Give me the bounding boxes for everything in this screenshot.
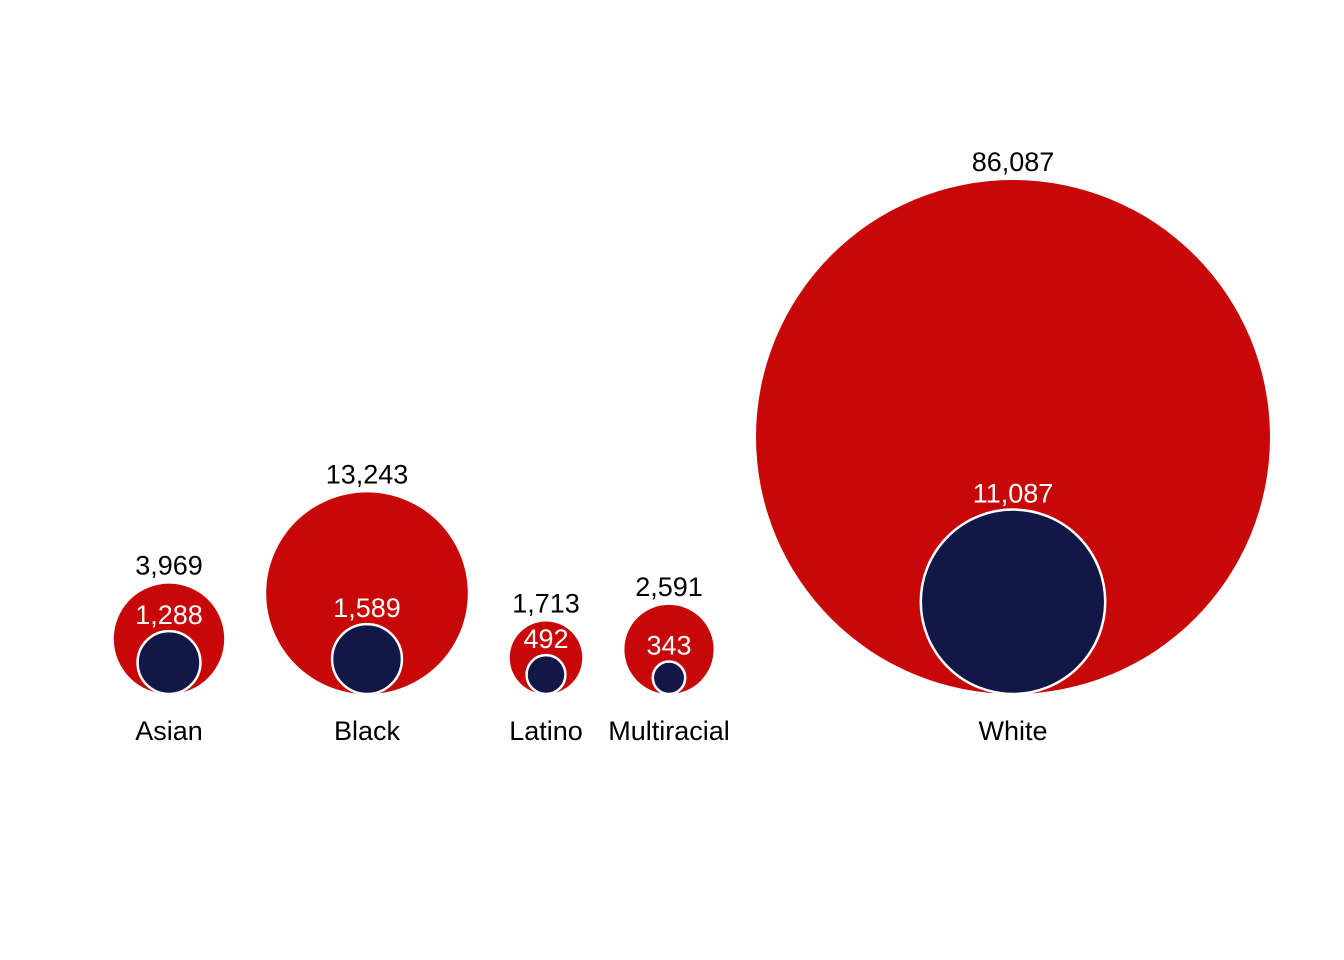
inner-value-label-latino: 492 [523, 624, 568, 654]
outer-value-label-black: 13,243 [326, 459, 409, 489]
outer-value-label-asian: 3,969 [135, 551, 203, 581]
outer-value-label-multiracial: 2,591 [635, 572, 703, 602]
inner-value-label-multiracial: 343 [646, 631, 691, 661]
outer-value-label-latino: 1,713 [512, 588, 580, 618]
outer-bubble-black [266, 492, 468, 694]
category-label-asian: Asian [135, 716, 203, 746]
outer-bubble-white [756, 180, 1270, 694]
inner-value-label-white: 11,087 [973, 479, 1054, 509]
inner-bubble-asian [136, 629, 202, 696]
category-label-white: White [978, 716, 1047, 746]
bubbles-group [113, 180, 1270, 696]
category-label-black: Black [334, 716, 401, 746]
inner-bubble-white [919, 508, 1107, 696]
category-label-multiracial: Multiracial [608, 716, 730, 746]
inner-bubble-black [330, 622, 404, 696]
outer-value-label-white: 86,087 [972, 147, 1055, 177]
inner-value-label-asian: 1,288 [135, 600, 203, 630]
inner-bubble-multiracial [651, 660, 687, 696]
inner-bubble-latino [525, 653, 567, 696]
labels-group: 3,969 1,288 Asian 13,243 1,589 Black 1,713 492 L… [135, 147, 1054, 746]
inner-value-label-black: 1,589 [333, 593, 401, 623]
outer-bubble-multiracial [624, 604, 714, 694]
category-label-latino: Latino [509, 716, 583, 746]
